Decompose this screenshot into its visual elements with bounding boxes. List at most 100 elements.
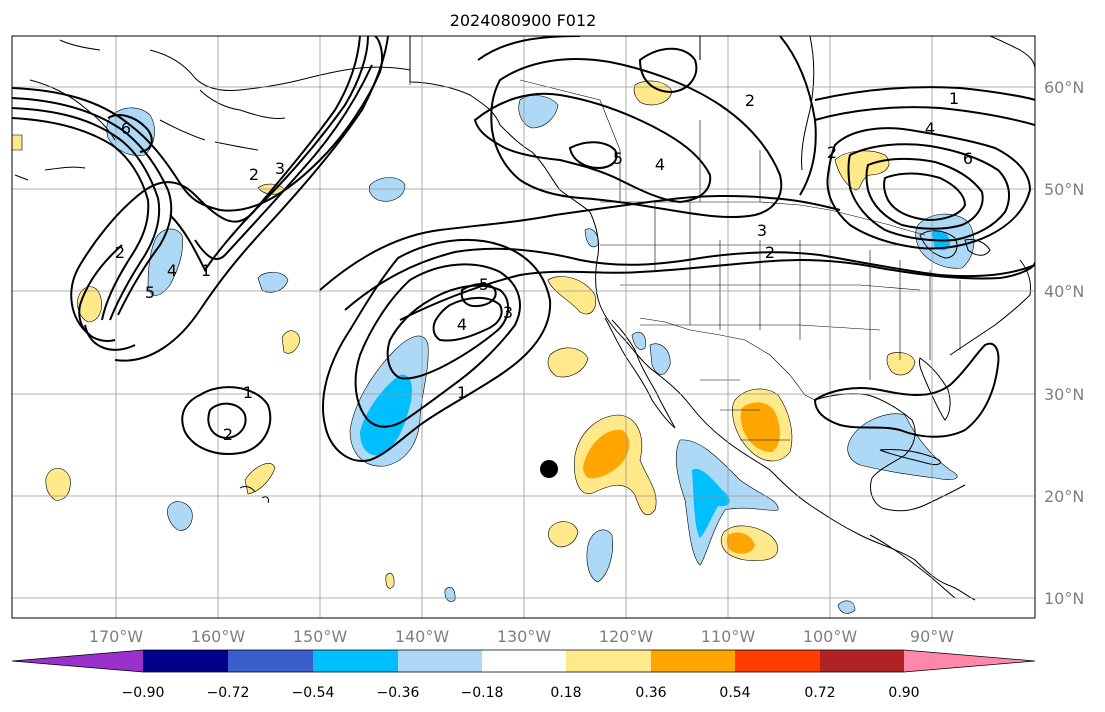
colorbar-segment-7 [651,650,735,672]
map-frame [11,35,1036,619]
shade-pos-mid-pacific [281,330,301,354]
colorbar [11,649,1036,673]
colorbar-segment-6 [566,650,651,672]
shade-neg-baja [631,331,671,375]
colorbar-segment-9 [820,650,904,672]
longitude-label-170w: 170°W [89,627,144,646]
colorbar-tick-8: 0.72 [804,685,835,701]
border-state-vertical-1 [654,202,871,380]
shade-neg-hawaii [167,501,193,531]
contour-gulf-alaska-inner [568,141,618,170]
contour-hudson-low-4 [883,172,967,222]
shade-neg-gulf [847,413,958,480]
contour-label-1-pacific: 1 [457,383,467,402]
contour-hudson-low-3 [865,157,984,230]
coastline-baja [604,317,676,429]
contour-yukon-2 [638,47,698,94]
longitude-axis: 170°W 160°W 150°W 140°W 130°W 120°W 110°… [89,627,954,646]
contour-label-6-hudson: 6 [963,149,973,168]
coastline-central-america [869,534,956,599]
contour-label-2-yukon: 2 [745,91,755,110]
contour-hawaii-1 [181,386,272,455]
longitude-label-120w: 120°W [599,627,654,646]
shade-pos-california [547,276,596,315]
colorbar-tick-9: 0.90 [888,685,919,701]
longitude-label-100w: 100°W [803,627,858,646]
longitude-label-140w: 140°W [395,627,450,646]
coastline-greenland [989,36,1035,71]
contour-label-6-bering: 6 [121,119,131,138]
coastline-hudson-bay [699,36,815,171]
contour-west-loop-2 [78,36,369,342]
contour-label-5-pacific: 5 [479,275,489,294]
colorbar-tick-6: 0.36 [635,685,666,701]
contour-label-4-pacific: 4 [457,315,467,334]
contour-label-2-aleutian: 2 [115,243,125,262]
contour-hudson-low-1 [826,127,1032,250]
coastline-gulf-of-mexico [814,393,966,512]
colorbar-tick-3: −0.36 [377,685,420,701]
contour-label-1-hudson: 1 [949,89,959,108]
contour-label-group: 6 2 3 2 4 5 1 1 2 5 4 3 1 5 4 2 3 2 1 4 … [115,89,973,444]
colorbar-tick-0: −0.90 [122,685,165,701]
contour-label-4-hudson: 4 [925,119,935,138]
map-title: 2024080900 F012 [450,11,597,30]
coastline-florida [919,357,951,421]
map-area: 6 2 3 2 4 5 1 1 2 5 4 3 1 5 4 2 3 2 1 4 … [12,36,1035,618]
shade-pos-pacific-mid [547,347,589,378]
contour-label-5-aleutian: 5 [145,283,155,302]
longitude-label-110w: 110°W [701,627,756,646]
colorbar-segment-1 [143,650,228,672]
shade-pos-near-hawaii [244,463,276,495]
colorbar-segment-3 [313,650,398,672]
longitude-label-130w: 130°W [497,627,552,646]
contour-label-1-hawaii: 1 [243,383,253,402]
shade-pos-hawaii-west [45,467,71,501]
latitude-label-20n: 20°N [1044,487,1084,506]
border-state-grid-2 [620,284,921,291]
colorbar-outline [11,649,1036,673]
latitude-label-50n: 50°N [1044,180,1084,199]
latitude-label-10n: 10°N [1044,589,1084,608]
colorbar-segment-8 [735,650,820,672]
contour-pacific-trough-3 [386,284,509,380]
shade-pos-south-pacific [548,521,579,548]
contour-lines [12,36,1035,462]
latitude-label-40n: 40°N [1044,282,1084,301]
contour-label-2-hawaii: 2 [223,425,233,444]
contour-gulf-alaska-1 [473,92,712,204]
border-us-canada [600,201,926,236]
shade-pos-west-edge [12,134,23,151]
positive-anomaly-shading [12,80,916,589]
border-state-vertical-2 [899,260,961,360]
shade-neg-aleutian [147,228,183,296]
colorbar-segment-5 [482,650,566,672]
coastline-great-lakes [919,230,991,259]
contour-ne-pacific-jet-2 [344,247,1035,311]
contour-gulf-alaska-2 [490,58,783,219]
longitude-label-160w: 160°W [191,627,246,646]
gridlines [12,36,1035,618]
contour-label-5-gulf: 5 [613,149,623,168]
contour-west-loop-1 [70,36,361,336]
coastline-aleutians [44,119,259,171]
colorbar-segment-0 [12,650,143,672]
contour-west-jet-4 [12,117,150,321]
shade-pos-south-mexico-core [726,532,755,554]
contour-hudson-2 [814,106,1035,126]
coastline-alaska [149,49,411,119]
contour-west-loop-3 [84,64,373,351]
colorbar-tick-2: −0.54 [292,685,335,701]
coastline-north-america-west [409,36,976,601]
contour-pacific-trough-1 [322,238,552,462]
latitude-label-60n: 60°N [1044,78,1084,97]
contour-bering-6 [107,114,153,153]
shade-pos-east-pacific-core [583,429,630,479]
contour-label-3-us: 3 [757,221,767,240]
coastline-hawaii [239,486,269,504]
contour-hudson-low-2 [847,143,1011,242]
contour-west-jet-3 [12,107,161,321]
border-us-mexico [639,317,816,401]
shade-neg-west-pacific-core [360,374,412,456]
contour-pacific-trough-2 [354,263,521,428]
